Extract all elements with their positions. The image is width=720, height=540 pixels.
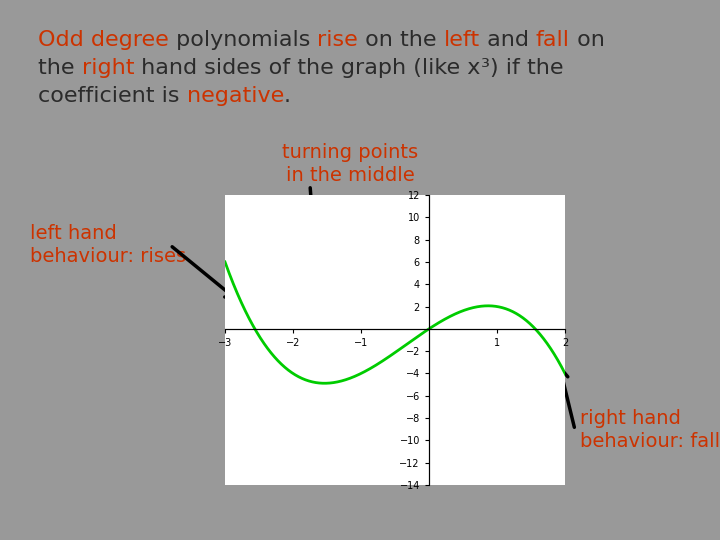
Text: left: left bbox=[444, 30, 480, 50]
Text: the: the bbox=[38, 58, 81, 78]
Text: hand sides of the graph (like x: hand sides of the graph (like x bbox=[134, 58, 480, 78]
Text: left hand
behaviour: rises: left hand behaviour: rises bbox=[30, 224, 186, 266]
Text: rise: rise bbox=[318, 30, 358, 50]
Text: on: on bbox=[570, 30, 605, 50]
Text: negative: negative bbox=[186, 86, 284, 106]
Text: polynomials: polynomials bbox=[168, 30, 318, 50]
Text: turning points
in the middle: turning points in the middle bbox=[282, 143, 418, 185]
Text: .: . bbox=[284, 86, 291, 106]
Text: right: right bbox=[81, 58, 134, 78]
Text: coefficient is: coefficient is bbox=[38, 86, 186, 106]
Text: fall: fall bbox=[536, 30, 570, 50]
Text: right hand
behaviour: falls: right hand behaviour: falls bbox=[580, 409, 720, 451]
Text: ) if the: ) if the bbox=[490, 58, 563, 78]
Text: ³: ³ bbox=[480, 58, 490, 78]
Text: Odd degree: Odd degree bbox=[38, 30, 168, 50]
Text: and: and bbox=[480, 30, 536, 50]
Text: on the: on the bbox=[358, 30, 444, 50]
